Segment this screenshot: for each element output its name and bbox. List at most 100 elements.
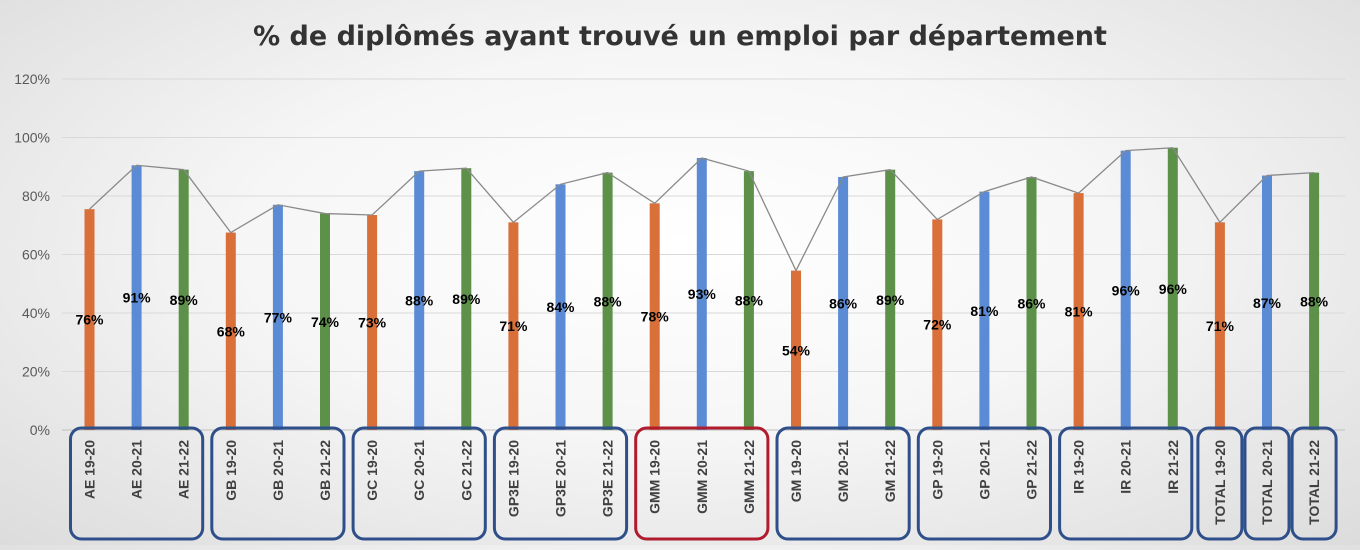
bar-gb-20-21 <box>272 204 283 430</box>
y-axis-ticks: 0% 20% 40% 60% 80% 100% 120% <box>14 71 50 438</box>
y-tick-label: 120% <box>14 71 50 87</box>
bar-gp3e-21-22 <box>602 172 613 430</box>
data-label-ae-20-21: 91% <box>123 290 152 306</box>
data-label-ae-19-20: 76% <box>75 312 104 328</box>
bar-gmm-21-22 <box>743 171 754 430</box>
data-label-gc-20-21: 88% <box>405 293 434 309</box>
data-labels: 76% 91% 89% 68% 77% 74% 73% 88% 89% 71% 84% 88% 78% 9… <box>75 281 1328 358</box>
group-box-total-21-22 <box>1290 426 1338 541</box>
group-box-ae <box>69 426 205 541</box>
x-tick-ae-20-21: AE 20-21 <box>129 440 145 499</box>
bar-ae-21-22 <box>178 169 189 431</box>
x-tick-ae-19-20: AE 19-20 <box>82 440 98 499</box>
x-tick-ir-19-20: IR 19-20 <box>1071 440 1087 494</box>
bar-gm-21-22 <box>885 169 896 431</box>
y-tick-label: 80% <box>22 188 50 204</box>
data-label-total-20-21: 87% <box>1253 295 1282 311</box>
y-tick-label: 40% <box>22 305 50 321</box>
x-tick-ae-21-22: AE 21-22 <box>176 440 192 499</box>
x-tick-gc-21-22: GC 21-22 <box>458 440 474 501</box>
bar-gp-20-21 <box>979 191 990 430</box>
y-tick-label: 100% <box>14 130 50 146</box>
group-box-gc <box>351 426 487 541</box>
data-label-gp-19-20: 72% <box>923 317 952 333</box>
x-tick-gmm-21-22: GMM 21-22 <box>741 440 757 514</box>
x-tick-total-20-21: TOTAL 20-21 <box>1259 440 1275 525</box>
bar-gm-19-20 <box>791 270 801 430</box>
x-axis-ticks: AE 19-20 AE 20-21 AE 21-22 GB 19-20 GB 20-21… <box>82 440 1323 525</box>
x-tick-gb-21-22: GB 21-22 <box>317 440 333 501</box>
group-box-gp <box>916 426 1052 541</box>
bar-gp3e-20-21 <box>555 184 566 430</box>
bars <box>84 147 1320 431</box>
data-label-gc-21-22: 89% <box>452 291 481 307</box>
bar-total-19-20 <box>1214 222 1225 430</box>
y-tick-label: 60% <box>22 247 50 263</box>
x-tick-gmm-19-20: GMM 19-20 <box>647 440 663 514</box>
x-tick-gb-19-20: GB 19-20 <box>223 440 239 501</box>
group-box-total-20-21 <box>1243 426 1291 541</box>
x-tick-gp3e-21-22: GP3E 21-22 <box>600 440 616 517</box>
x-tick-gp-20-21: GP 20-21 <box>976 440 992 500</box>
y-tick-label: 20% <box>22 364 50 380</box>
data-label-total-19-20: 71% <box>1206 318 1235 334</box>
overlay-line <box>89 147 1315 273</box>
group-boxes <box>69 426 1338 541</box>
data-label-gm-20-21: 86% <box>829 295 858 311</box>
data-label-ae-21-22: 89% <box>170 292 199 308</box>
bar-total-20-21 <box>1262 175 1272 430</box>
data-label-ir-19-20: 81% <box>1065 304 1094 320</box>
x-tick-ir-21-22: IR 21-22 <box>1165 440 1181 494</box>
x-tick-gm-21-22: GM 21-22 <box>882 440 898 502</box>
bar-gp-19-20 <box>932 219 943 430</box>
data-label-gmm-20-21: 93% <box>688 286 717 302</box>
data-label-ir-20-21: 96% <box>1112 282 1141 298</box>
bar-total-21-22 <box>1309 172 1320 430</box>
group-box-total-19-20 <box>1196 426 1244 541</box>
data-label-gp-20-21: 81% <box>970 303 999 319</box>
bar-gc-19-20 <box>367 215 378 430</box>
bar-gmm-19-20 <box>649 203 660 430</box>
data-label-gp-21-22: 86% <box>1017 295 1046 311</box>
data-label-gc-19-20: 73% <box>358 315 387 331</box>
bar-gb-21-22 <box>320 213 330 430</box>
bar-gc-20-21 <box>414 171 425 430</box>
bar-gp3e-19-20 <box>508 222 519 430</box>
data-label-gp3e-21-22: 88% <box>594 293 623 309</box>
x-tick-total-21-22: TOTAL 21-22 <box>1306 440 1322 525</box>
group-box-gp3e <box>492 426 629 541</box>
x-tick-gmm-20-21: GMM 20-21 <box>694 440 710 514</box>
data-label-gmm-21-22: 88% <box>735 293 764 309</box>
data-label-gp3e-19-20: 71% <box>499 318 528 334</box>
x-tick-gb-20-21: GB 20-21 <box>270 440 286 501</box>
x-tick-gm-20-21: GM 20-21 <box>835 440 851 502</box>
data-label-gp3e-20-21: 84% <box>546 299 575 315</box>
bar-gp-21-22 <box>1026 176 1037 430</box>
group-box-ir <box>1058 426 1194 541</box>
bar-ir-20-21 <box>1120 150 1131 430</box>
bar-ae-20-21 <box>131 165 142 430</box>
bar-ir-19-20 <box>1073 193 1084 430</box>
x-tick-gc-19-20: GC 19-20 <box>364 440 380 501</box>
x-tick-gp3e-20-21: GP3E 20-21 <box>553 440 569 517</box>
x-tick-total-19-20: TOTAL 19-20 <box>1212 440 1228 525</box>
data-label-gm-21-22: 89% <box>876 292 905 308</box>
y-tick-label: 0% <box>30 422 50 438</box>
data-label-gb-20-21: 77% <box>264 309 293 325</box>
chart-title: % de diplômés ayant trouvé un emploi par… <box>253 21 1107 52</box>
data-label-total-21-22: 88% <box>1300 293 1329 309</box>
bar-ae-19-20 <box>84 209 95 430</box>
x-tick-gc-20-21: GC 20-21 <box>411 440 427 501</box>
bar-gmm-20-21 <box>696 157 707 430</box>
data-label-gb-21-22: 74% <box>311 314 340 330</box>
x-tick-gp-19-20: GP 19-20 <box>929 440 945 500</box>
x-tick-ir-20-21: IR 20-21 <box>1118 440 1134 494</box>
data-label-gm-19-20: 54% <box>782 342 811 358</box>
x-tick-gm-19-20: GM 19-20 <box>788 440 804 502</box>
x-tick-gp3e-19-20: GP3E 19-20 <box>505 440 521 517</box>
bar-gm-20-21 <box>838 176 849 430</box>
group-box-gm <box>775 426 911 541</box>
x-tick-gp-21-22: GP 21-22 <box>1024 440 1040 500</box>
